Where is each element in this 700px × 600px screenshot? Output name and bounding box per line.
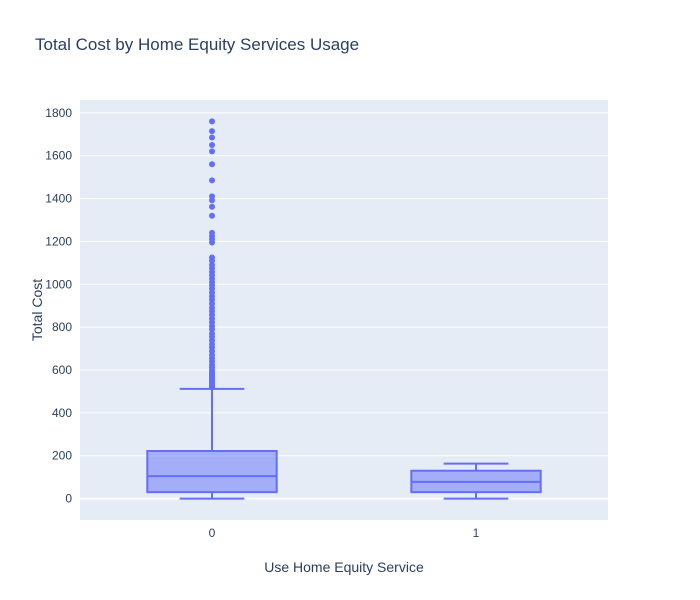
outlier-point (209, 229, 215, 236)
outlier-point (209, 134, 215, 141)
outlier-point (209, 304, 215, 311)
iqr-box (146, 450, 278, 494)
x-tick-label: 1 (473, 526, 480, 540)
outlier-point (209, 148, 215, 155)
outlier-point (209, 118, 215, 125)
plot-area (80, 100, 608, 520)
y-tick-label: 1200 (45, 234, 72, 248)
x-axis-title: Use Home Equity Service (264, 559, 424, 575)
y-tick-label: 400 (52, 406, 72, 420)
outlier-point (209, 161, 215, 168)
grid-lines (80, 112, 608, 500)
outlier-point (209, 254, 215, 261)
y-tick-label: 1600 (45, 149, 72, 163)
outlier-point (209, 330, 215, 337)
outlier-point (209, 142, 215, 148)
box-series (146, 118, 542, 500)
y-tick-label: 0 (65, 492, 72, 506)
box-group (146, 118, 278, 500)
y-tick-label: 800 (52, 320, 72, 334)
outlier-point (209, 212, 215, 219)
x-tick-label: 0 (209, 526, 216, 540)
outlier-point (209, 193, 215, 200)
chart-title: Total Cost by Home Equity Services Usage (35, 35, 359, 54)
y-tick-label: 1800 (45, 106, 72, 120)
y-axis-title: Total Cost (29, 279, 45, 341)
axis-ticks: 0 200 400 600 800 1000 1200 1400 1600 1800 0 1 (45, 106, 479, 540)
outlier-point (209, 177, 215, 184)
outlier-point (209, 128, 215, 135)
y-tick-label: 1400 (45, 192, 72, 206)
y-tick-label: 200 (52, 449, 72, 463)
y-tick-label: 1000 (45, 277, 72, 291)
outlier-point (209, 203, 215, 210)
outlier-point (209, 262, 215, 268)
box-group (410, 462, 542, 500)
y-tick-label: 600 (52, 363, 72, 377)
